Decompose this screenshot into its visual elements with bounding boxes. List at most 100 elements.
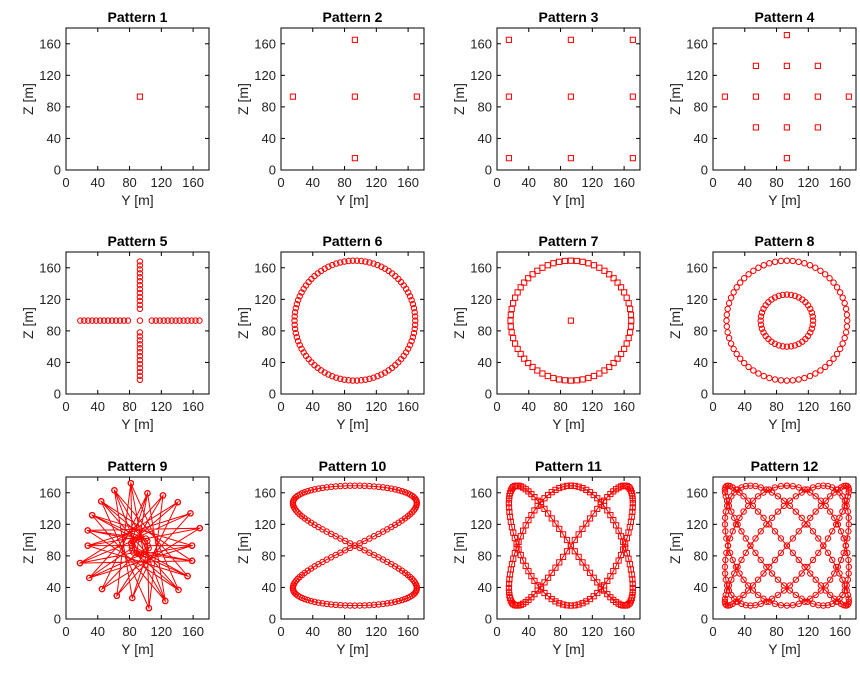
data-point (398, 487, 406, 495)
x-tick-label: 40 (522, 624, 536, 639)
data-point (734, 563, 741, 571)
data-point (742, 601, 749, 609)
data-point (129, 594, 136, 602)
data-point (733, 350, 740, 358)
data-point (597, 586, 604, 593)
x-tick-label: 160 (829, 175, 851, 190)
data-point (789, 482, 797, 490)
data-point (721, 514, 729, 521)
data-point (771, 258, 779, 266)
data-point (408, 337, 415, 345)
data-point (525, 275, 532, 282)
data-point (136, 333, 144, 340)
x-tick-label: 160 (182, 399, 204, 414)
data-point (722, 508, 730, 515)
data-point (325, 371, 332, 378)
data-point (571, 482, 578, 490)
data-point (768, 570, 776, 577)
data-point (777, 535, 785, 542)
series-line (724, 485, 850, 607)
x-axis-label: Y [m] (768, 641, 800, 657)
data-point (534, 267, 541, 274)
data-point (765, 486, 773, 493)
data-point (815, 535, 822, 542)
data-point (507, 317, 514, 324)
data-point (409, 333, 417, 341)
y-tick-label: 0 (54, 387, 61, 402)
data-point (740, 508, 747, 515)
data-point (517, 350, 524, 358)
data-point (164, 317, 171, 324)
data-point (798, 489, 805, 496)
data-point (304, 487, 311, 495)
data-point (737, 279, 744, 286)
data-point (777, 377, 785, 384)
data-point (395, 597, 402, 605)
data-point (575, 531, 582, 538)
data-point (766, 374, 773, 382)
data-point (733, 284, 740, 291)
data-point (801, 598, 808, 605)
data-point (760, 570, 767, 577)
y-axis-label: Z [m] (451, 83, 467, 115)
data-point (346, 482, 354, 489)
data-point (384, 484, 391, 492)
data-point (725, 300, 733, 307)
data-point (579, 525, 586, 533)
data-point (406, 293, 414, 300)
x-tick-label: 160 (613, 399, 635, 414)
data-point (567, 36, 574, 43)
data-point (351, 602, 359, 609)
series-line (78, 481, 202, 610)
data-point (505, 93, 513, 100)
data-point (388, 599, 395, 606)
data-point (629, 504, 636, 511)
data-point (812, 591, 819, 599)
x-axis-label: Y [m] (336, 416, 368, 432)
data-point (832, 563, 840, 571)
data-point (366, 259, 373, 266)
data-point (744, 502, 752, 510)
data-point (361, 482, 368, 490)
data-point (795, 258, 802, 266)
data-point (321, 369, 328, 376)
x-tick-label: 120 (365, 175, 387, 190)
data-point (806, 372, 814, 380)
data-point (740, 591, 747, 599)
x-tick-label: 80 (122, 624, 136, 639)
data-point (845, 570, 852, 577)
x-tick-label: 120 (365, 624, 387, 639)
data-point (556, 376, 563, 383)
y-tick-label: 120 (470, 517, 492, 532)
data-point (844, 493, 852, 500)
data-point (556, 484, 563, 492)
data-point (366, 375, 373, 383)
y-tick-label: 40 (694, 580, 708, 595)
data-point (721, 570, 729, 577)
data-point (833, 350, 841, 358)
data-point (723, 535, 730, 542)
data-point (627, 311, 635, 318)
x-tick-label: 40 (306, 624, 320, 639)
y-tick-label: 0 (485, 612, 492, 627)
x-tick-label: 40 (738, 399, 752, 414)
data-point (579, 600, 586, 607)
data-point (836, 345, 844, 353)
data-point (791, 292, 799, 300)
data-point (136, 348, 144, 356)
data-point (136, 356, 144, 364)
data-point (333, 374, 340, 381)
data-point (826, 508, 834, 515)
subplot-8: Pattern 8 00 40 40 80 80 120 120 160 160 Y [m] Z [m… (667, 233, 857, 432)
data-point (563, 602, 571, 609)
data-point (822, 497, 829, 504)
data-point (840, 535, 847, 542)
data-point (307, 487, 315, 494)
data-point (744, 587, 752, 594)
data-point (721, 93, 729, 100)
data-point (807, 329, 814, 336)
data-point (168, 317, 175, 324)
data-point (136, 337, 144, 344)
subplot-title: Pattern 7 (539, 233, 599, 249)
data-point (401, 595, 409, 603)
